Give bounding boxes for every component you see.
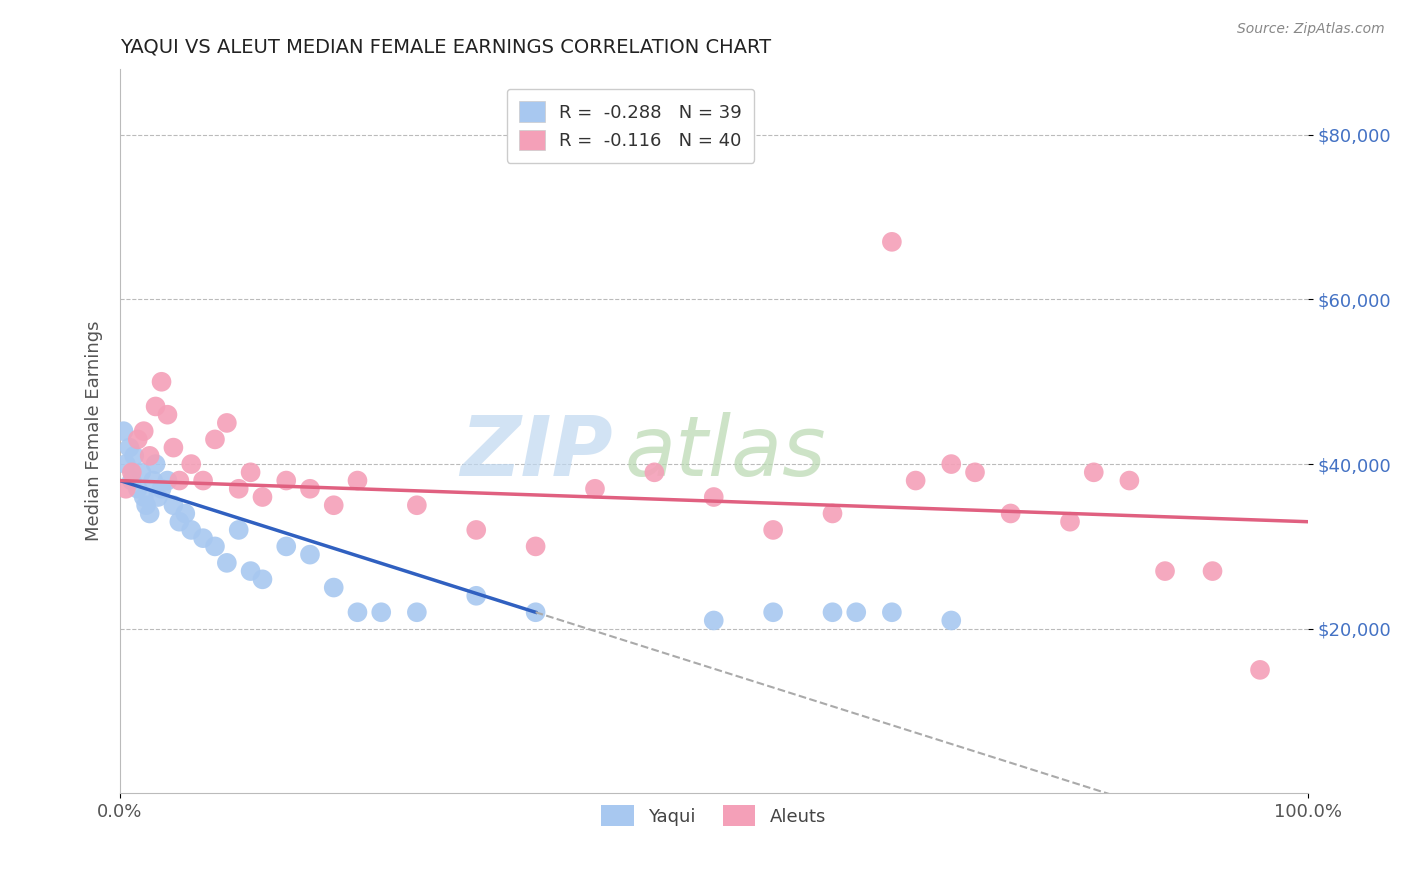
Point <box>1059 515 1081 529</box>
Point <box>370 605 392 619</box>
Point <box>524 540 547 554</box>
Legend: Yaqui, Aleuts: Yaqui, Aleuts <box>592 797 835 835</box>
Point <box>127 433 149 447</box>
Point <box>145 400 167 414</box>
Point <box>346 474 368 488</box>
Point <box>524 605 547 619</box>
Point <box>1154 564 1177 578</box>
Point <box>583 482 606 496</box>
Point <box>239 466 262 480</box>
Point <box>821 507 844 521</box>
Point <box>121 474 143 488</box>
Point <box>169 515 191 529</box>
Point <box>252 572 274 586</box>
Point <box>132 424 155 438</box>
Point <box>118 441 141 455</box>
Point <box>135 498 157 512</box>
Point <box>150 375 173 389</box>
Text: atlas: atlas <box>624 412 827 493</box>
Point <box>121 466 143 480</box>
Point <box>880 605 903 619</box>
Point <box>127 482 149 496</box>
Point <box>904 474 927 488</box>
Point <box>963 466 986 480</box>
Point <box>112 424 135 438</box>
Point <box>162 498 184 512</box>
Point <box>239 564 262 578</box>
Point <box>228 523 250 537</box>
Point <box>132 490 155 504</box>
Point <box>821 605 844 619</box>
Point <box>1201 564 1223 578</box>
Point <box>215 556 238 570</box>
Point <box>146 490 169 504</box>
Point <box>215 416 238 430</box>
Point <box>1249 663 1271 677</box>
Point <box>703 490 725 504</box>
Point <box>131 466 153 480</box>
Text: ZIP: ZIP <box>460 412 613 493</box>
Point <box>145 457 167 471</box>
Y-axis label: Median Female Earnings: Median Female Earnings <box>86 321 103 541</box>
Point <box>180 457 202 471</box>
Point <box>762 605 785 619</box>
Point <box>156 474 179 488</box>
Text: Source: ZipAtlas.com: Source: ZipAtlas.com <box>1237 22 1385 37</box>
Point <box>162 441 184 455</box>
Point <box>142 474 165 488</box>
Point <box>405 498 427 512</box>
Point <box>180 523 202 537</box>
Point <box>1118 474 1140 488</box>
Point <box>228 482 250 496</box>
Point <box>465 589 488 603</box>
Point <box>346 605 368 619</box>
Point <box>298 482 321 496</box>
Point <box>941 614 963 628</box>
Point <box>276 540 298 554</box>
Point <box>138 507 160 521</box>
Point <box>169 474 191 488</box>
Point <box>1083 466 1105 480</box>
Point <box>191 474 214 488</box>
Point <box>115 457 138 471</box>
Point <box>115 482 138 496</box>
Point <box>174 507 197 521</box>
Point <box>150 482 173 496</box>
Point <box>122 449 145 463</box>
Point <box>322 581 344 595</box>
Point <box>204 433 226 447</box>
Text: YAQUI VS ALEUT MEDIAN FEMALE EARNINGS CORRELATION CHART: YAQUI VS ALEUT MEDIAN FEMALE EARNINGS CO… <box>120 37 770 56</box>
Point <box>298 548 321 562</box>
Point <box>845 605 868 619</box>
Point <box>643 466 665 480</box>
Point <box>276 474 298 488</box>
Point <box>322 498 344 512</box>
Point <box>762 523 785 537</box>
Point <box>465 523 488 537</box>
Point <box>204 540 226 554</box>
Point <box>703 614 725 628</box>
Point <box>880 235 903 249</box>
Point <box>252 490 274 504</box>
Point <box>1000 507 1022 521</box>
Point <box>138 449 160 463</box>
Point <box>191 531 214 545</box>
Point <box>405 605 427 619</box>
Point <box>941 457 963 471</box>
Point <box>156 408 179 422</box>
